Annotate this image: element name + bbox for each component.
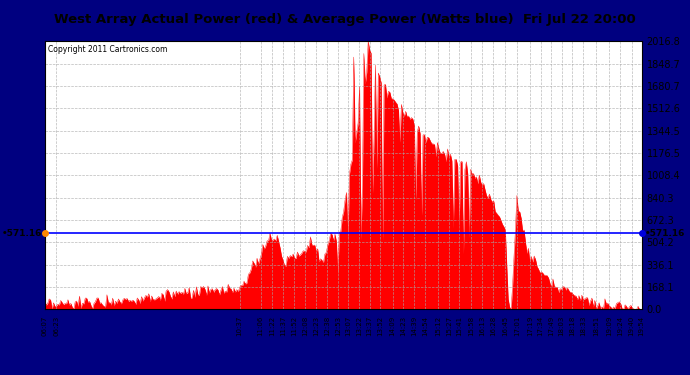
Text: West Array Actual Power (red) & Average Power (Watts blue)  Fri Jul 22 20:00: West Array Actual Power (red) & Average … [54,13,636,26]
Text: Copyright 2011 Cartronics.com: Copyright 2011 Cartronics.com [48,45,167,54]
Text: •571.16: •571.16 [1,229,42,238]
Text: •571.16: •571.16 [644,229,685,238]
